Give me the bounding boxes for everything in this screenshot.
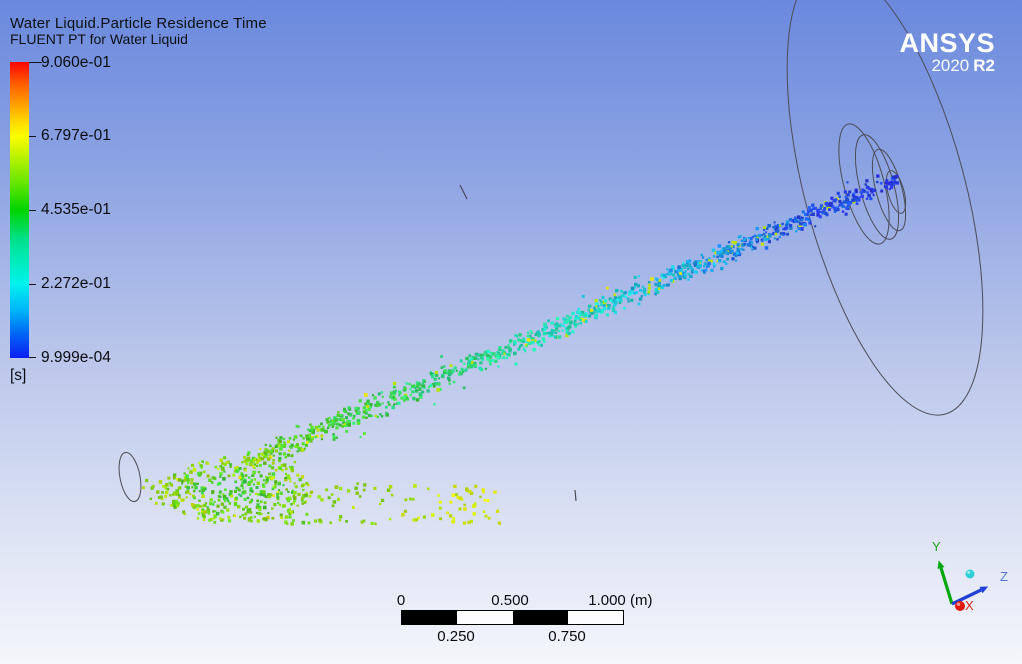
scale-bar-segments <box>401 610 624 625</box>
scale-label-1000: 1.000 <box>588 592 626 609</box>
axis-triad <box>937 560 989 611</box>
scale-bar: 0 0.500 1.000 (m) 0.250 0.750 <box>380 590 680 650</box>
scale-segment-light <box>567 611 623 624</box>
ansys-version: 2020 <box>931 56 970 75</box>
colorbar-tick <box>29 284 36 285</box>
scale-segment-light <box>457 611 513 624</box>
colorbar-label: 2.272e-01 <box>41 275 111 292</box>
colorbar-tick <box>29 136 36 137</box>
scale-segment-dark <box>512 611 568 624</box>
object-subtitle: FLUENT PT for Water Liquid <box>10 31 188 47</box>
colorbar-label: 6.797e-01 <box>41 127 111 144</box>
particle-tracks <box>142 174 900 526</box>
ansys-wordmark: ANSYS <box>899 28 995 58</box>
axis-label-x: X <box>965 598 974 613</box>
axis-label-z: Z <box>1000 569 1008 584</box>
scale-segment-dark <box>402 611 458 624</box>
ansys-version-line: 2020 R2 <box>899 57 995 75</box>
scale-label-0750: 0.750 <box>548 628 586 645</box>
colorbar-unit: [s] <box>10 367 27 384</box>
scale-unit: (m) <box>630 592 653 609</box>
variable-title: Water Liquid.Particle Residence Time <box>10 15 267 32</box>
colorbar-tick <box>29 62 42 63</box>
colorbar-label-max: 9.060e-01 <box>41 54 111 71</box>
ansys-release: R2 <box>973 56 995 75</box>
view-title-block: Water Liquid.Particle Residence Time FLU… <box>10 15 267 47</box>
colorbar-gradient <box>10 62 29 358</box>
wireframe-geometry <box>118 0 984 503</box>
scale-label-0: 0 <box>396 592 406 609</box>
colorbar-label: 4.535e-01 <box>41 201 111 218</box>
colorbar-label-min: 9.999e-04 <box>41 349 111 366</box>
scale-label-0500: 0.500 <box>491 592 529 609</box>
colorbar-tick <box>29 210 36 211</box>
colorbar-tick <box>29 357 36 358</box>
axis-label-y: Y <box>932 539 941 554</box>
colorbar-legend: 9.060e-01 6.797e-01 4.535e-01 2.272e-01 … <box>10 54 130 402</box>
ansys-logo: ANSYS 2020 R2 <box>899 30 995 75</box>
scale-label-0250: 0.250 <box>437 628 475 645</box>
